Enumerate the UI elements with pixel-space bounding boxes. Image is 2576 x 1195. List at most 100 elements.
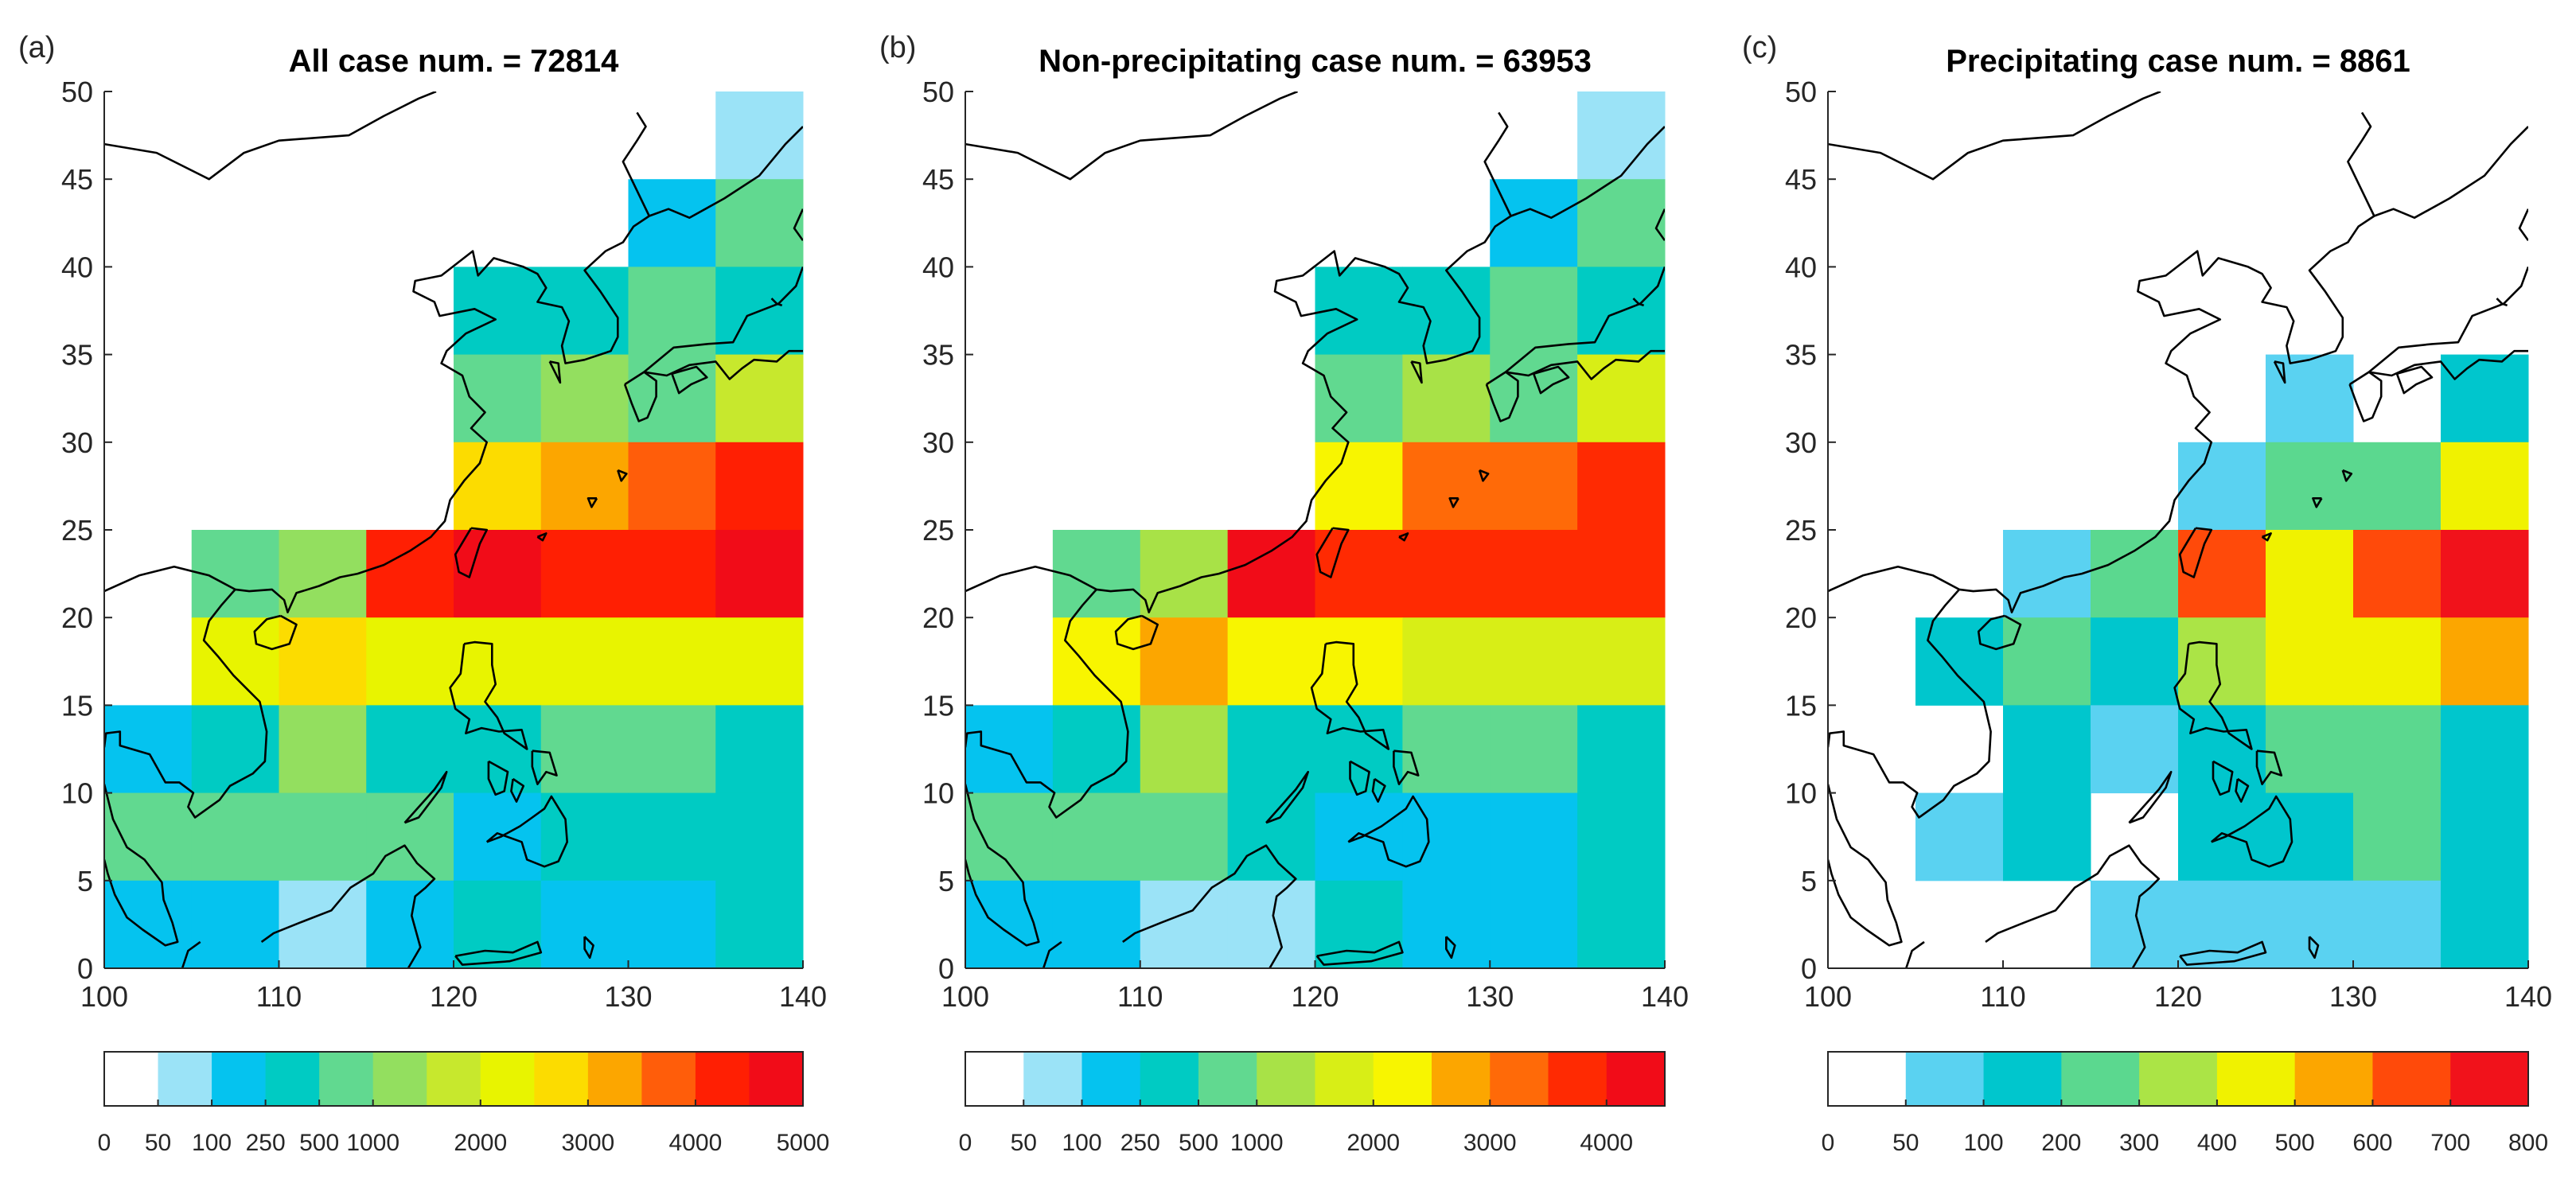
coastline — [1315, 940, 1404, 966]
heatmap-cell — [366, 705, 454, 794]
coastline — [643, 266, 803, 373]
colorbar-tick-label: 2000 — [1346, 1130, 1400, 1156]
x-tick-label: 120 — [430, 980, 477, 1013]
heatmap-cell — [1490, 354, 1578, 443]
x-tick-label: 110 — [1980, 980, 2025, 1013]
heatmap-cell — [628, 617, 716, 706]
colorbar-tick-label: 1000 — [346, 1130, 399, 1156]
colorbar-tick-label: 100 — [1062, 1130, 1101, 1156]
heatmap-cell — [2091, 705, 2179, 794]
heatmap-cell — [2266, 354, 2354, 443]
colorbar-segment — [1081, 1052, 1141, 1106]
colorbar-segment — [587, 1052, 642, 1106]
coastline — [2235, 777, 2250, 803]
heatmap-cell — [2178, 617, 2266, 706]
heatmap-cell — [2353, 530, 2442, 618]
coastline — [104, 126, 803, 613]
heatmap-cell — [2178, 530, 2266, 618]
colorbar-segment — [1983, 1052, 2062, 1106]
coastline — [1632, 298, 1645, 307]
y-tick-label: 50 — [922, 76, 954, 108]
heatmap-cell — [279, 880, 367, 969]
heatmap-cell — [540, 530, 629, 618]
heatmap-cell — [1490, 617, 1578, 706]
heatmap-cell — [2266, 530, 2354, 618]
heatmap-cell — [279, 792, 367, 882]
panel-label: (c) — [1742, 31, 1777, 64]
y-tick-label: 5 — [1801, 865, 1817, 897]
heatmap-cell — [540, 354, 629, 443]
heatmap-cell — [965, 705, 1054, 794]
coastline — [1445, 936, 1456, 960]
heatmap-cell — [1315, 617, 1403, 706]
x-tick-label: 130 — [1466, 980, 1514, 1013]
colorbar-segment — [641, 1052, 696, 1106]
coastline — [1904, 940, 1925, 968]
y-tick-label: 5 — [77, 865, 93, 897]
x-tick-label: 130 — [604, 980, 652, 1013]
coastline — [1398, 532, 1409, 542]
colorbar-segment — [2450, 1052, 2529, 1106]
heatmap-cell — [1577, 530, 1666, 618]
coastline — [1393, 749, 1420, 785]
coastline — [1448, 496, 1459, 508]
coastlines — [104, 91, 803, 968]
y-tick-label: 40 — [61, 251, 93, 283]
heatmap-cell — [191, 880, 279, 969]
heatmap-cell — [1490, 267, 1578, 356]
heatmap-cell — [715, 179, 804, 267]
y-tick-label: 20 — [922, 601, 954, 634]
panel-title: All case num. = 72814 — [289, 44, 619, 79]
coastline — [253, 614, 298, 651]
coastline — [1828, 784, 1903, 947]
colorbar-segment — [695, 1052, 750, 1106]
heatmap-cell — [2353, 880, 2442, 969]
heatmap-cell — [366, 792, 454, 882]
heatmap-cell — [715, 880, 804, 969]
coastline — [485, 795, 569, 868]
heatmap-cell — [628, 880, 716, 969]
x-tick-label: 100 — [941, 980, 989, 1013]
colorbar-tick-label: 100 — [1964, 1130, 2004, 1156]
heatmap-cell — [628, 705, 716, 794]
coastline — [2496, 298, 2508, 307]
panel-label: (a) — [18, 31, 55, 64]
heatmap-cell — [2441, 354, 2529, 443]
heatmap-cell — [2178, 442, 2266, 531]
coastline — [1310, 640, 1390, 750]
colorbar-tick-label: 250 — [1120, 1130, 1160, 1156]
y-tick-label: 50 — [1785, 76, 1817, 108]
x-tick-label: 140 — [779, 980, 827, 1013]
y-tick-label: 15 — [1785, 689, 1817, 722]
heatmap-cell — [715, 705, 804, 794]
heatmap-cell — [2266, 617, 2354, 706]
coastline — [548, 360, 562, 384]
panel-b: 0 5 10 15 20 25 30 35 40 45 50 100 110 120 130 140 Non-p… — [879, 31, 1689, 1156]
coastline — [2179, 940, 2267, 966]
y-tick-label: 10 — [61, 777, 93, 810]
coastline — [1478, 469, 1490, 482]
coastline — [260, 844, 436, 968]
colorbar-tick-label: 400 — [2197, 1130, 2237, 1156]
heatmap-cell — [1315, 442, 1403, 531]
panel-title: Precipitating case num. = 8861 — [1946, 44, 2410, 79]
heatmap-cell — [1402, 442, 1491, 531]
coastline — [965, 589, 1129, 819]
y-tick-label: 20 — [1785, 601, 1817, 634]
colorbar-segment — [965, 1052, 1024, 1106]
x-tick-label: 110 — [1117, 980, 1163, 1013]
heatmap-cell — [1315, 530, 1403, 618]
coastline — [1828, 126, 2528, 613]
heatmap-cell — [279, 705, 367, 794]
coastline — [1347, 795, 1430, 868]
colorbar-tick-label: 3000 — [1463, 1130, 1517, 1156]
coastline — [104, 784, 179, 947]
colorbar-segment — [1490, 1052, 1549, 1106]
heatmap-cell — [2441, 530, 2529, 618]
heatmap-cell — [2441, 442, 2529, 531]
coastline — [2348, 371, 2383, 422]
y-tick-label: 15 — [922, 689, 954, 722]
x-tick-label: 120 — [2154, 980, 2202, 1013]
heatmap-cell — [715, 442, 804, 531]
